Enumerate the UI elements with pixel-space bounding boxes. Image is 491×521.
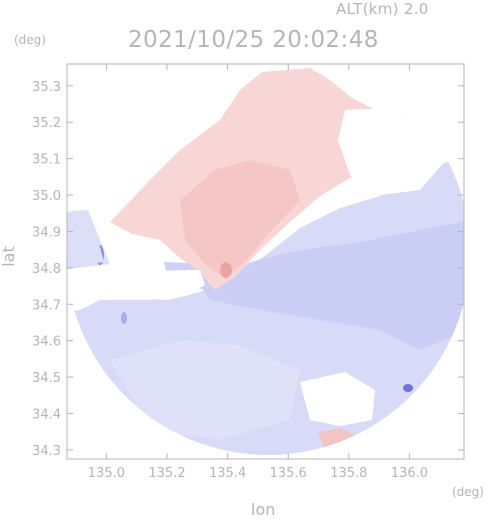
receding-echo-low <box>110 340 300 440</box>
lat-ticks: 35.3 35.2 35.1 35.0 34.9 34.8 34.7 34.6 34.5 34.4… <box>32 80 464 459</box>
lat-unit-label: (deg) <box>14 33 46 47</box>
lon-axis-title: lon <box>251 500 276 519</box>
lat-tick-label: 35.0 <box>32 189 61 204</box>
lon-tick-label: 136.0 <box>391 466 428 481</box>
echo-outside-scan-west <box>67 212 104 268</box>
no-echo-gap-northeast <box>338 108 446 195</box>
lat-tick-label: 34.3 <box>32 444 61 459</box>
lon-tick-label: 135.6 <box>270 466 307 481</box>
lat-tick-label: 35.2 <box>32 116 61 131</box>
approaching-echo-core <box>180 160 300 278</box>
lat-tick-label: 35.1 <box>32 153 61 168</box>
receding-echo-darker <box>200 220 464 350</box>
lat-tick-label: 34.4 <box>32 407 61 422</box>
lat-tick-label: 35.3 <box>32 80 61 95</box>
observation-datetime: 2021/10/25 20:02:48 <box>128 27 379 53</box>
lat-tick-label: 34.7 <box>32 298 61 313</box>
lat-tick-label: 34.9 <box>32 225 61 240</box>
lon-tick-label: 135.2 <box>148 466 185 481</box>
approaching-strong-spot <box>220 262 232 278</box>
lat-tick-label: 34.5 <box>32 371 61 386</box>
lon-tick-label: 135.8 <box>330 466 367 481</box>
lon-tick-label: 135.4 <box>209 466 246 481</box>
receding-spot-small <box>121 312 127 324</box>
altitude-label: ALT(km) 2.0 <box>336 0 429 18</box>
no-echo-gap-west <box>67 270 205 312</box>
lon-tick-label: 135.0 <box>88 466 125 481</box>
radar-echo-field <box>67 68 464 455</box>
no-echo-gap-south <box>300 372 375 426</box>
lat-tick-label: 34.8 <box>32 262 61 277</box>
lon-unit-label: (deg) <box>452 485 484 499</box>
receding-strong-spot-east <box>403 384 413 392</box>
lat-tick-label: 34.6 <box>32 335 61 350</box>
lon-ticks: 135.0 135.2 135.4 135.6 135.8 136.0 <box>88 64 428 481</box>
plot-frame <box>66 63 465 460</box>
